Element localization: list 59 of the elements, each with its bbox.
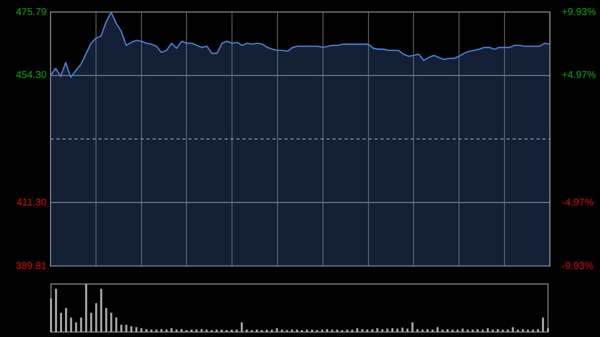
y-tick-label: 475.79 — [16, 6, 48, 18]
bar — [75, 322, 78, 332]
bar — [145, 329, 148, 332]
bar — [371, 329, 374, 332]
y2-tick-label: +9.93% — [562, 6, 596, 18]
bar — [536, 329, 539, 332]
bar — [65, 308, 68, 332]
bar — [522, 329, 524, 332]
bar — [160, 329, 162, 332]
bar — [376, 328, 378, 332]
bar — [462, 328, 464, 332]
bar — [276, 328, 278, 332]
bar — [170, 328, 172, 332]
bar — [110, 312, 112, 332]
y2-tick-label: -9.93% — [562, 260, 594, 272]
bar — [486, 328, 489, 332]
bar — [140, 328, 142, 332]
bar — [95, 303, 98, 332]
y2-tick-label: -4.97% — [562, 197, 594, 208]
bar — [240, 322, 243, 332]
bar — [50, 298, 52, 332]
y-tick-label: 389.81 — [16, 260, 48, 272]
bar — [542, 318, 544, 332]
bar — [60, 312, 62, 332]
bar — [90, 312, 92, 332]
bar — [406, 328, 408, 332]
bar — [326, 329, 328, 332]
bar — [546, 328, 550, 332]
y-tick-label: 411.30 — [16, 197, 48, 208]
bar — [200, 329, 203, 332]
bar — [512, 327, 514, 332]
bar — [70, 318, 72, 332]
bar — [436, 327, 439, 332]
bar — [401, 328, 404, 332]
bar — [361, 329, 364, 332]
bar — [426, 329, 429, 332]
bar — [55, 288, 58, 332]
bar — [115, 318, 118, 332]
bar — [446, 329, 449, 332]
bar — [396, 328, 398, 332]
y-tick-label: 454.30 — [16, 70, 48, 82]
bar — [496, 329, 499, 332]
bar — [105, 308, 108, 332]
bar — [85, 284, 88, 332]
bar — [180, 329, 183, 332]
bar — [135, 327, 138, 332]
bar — [125, 324, 128, 332]
y2-tick-label: +4.97% — [562, 70, 596, 82]
bar — [356, 328, 358, 332]
bar — [120, 324, 122, 332]
bar — [416, 329, 418, 332]
bar — [100, 288, 102, 332]
bar — [80, 318, 82, 332]
bar — [130, 326, 132, 332]
bar — [391, 328, 394, 332]
bar — [476, 329, 479, 332]
bar — [411, 322, 414, 332]
bar — [381, 329, 384, 332]
bar — [386, 328, 388, 332]
